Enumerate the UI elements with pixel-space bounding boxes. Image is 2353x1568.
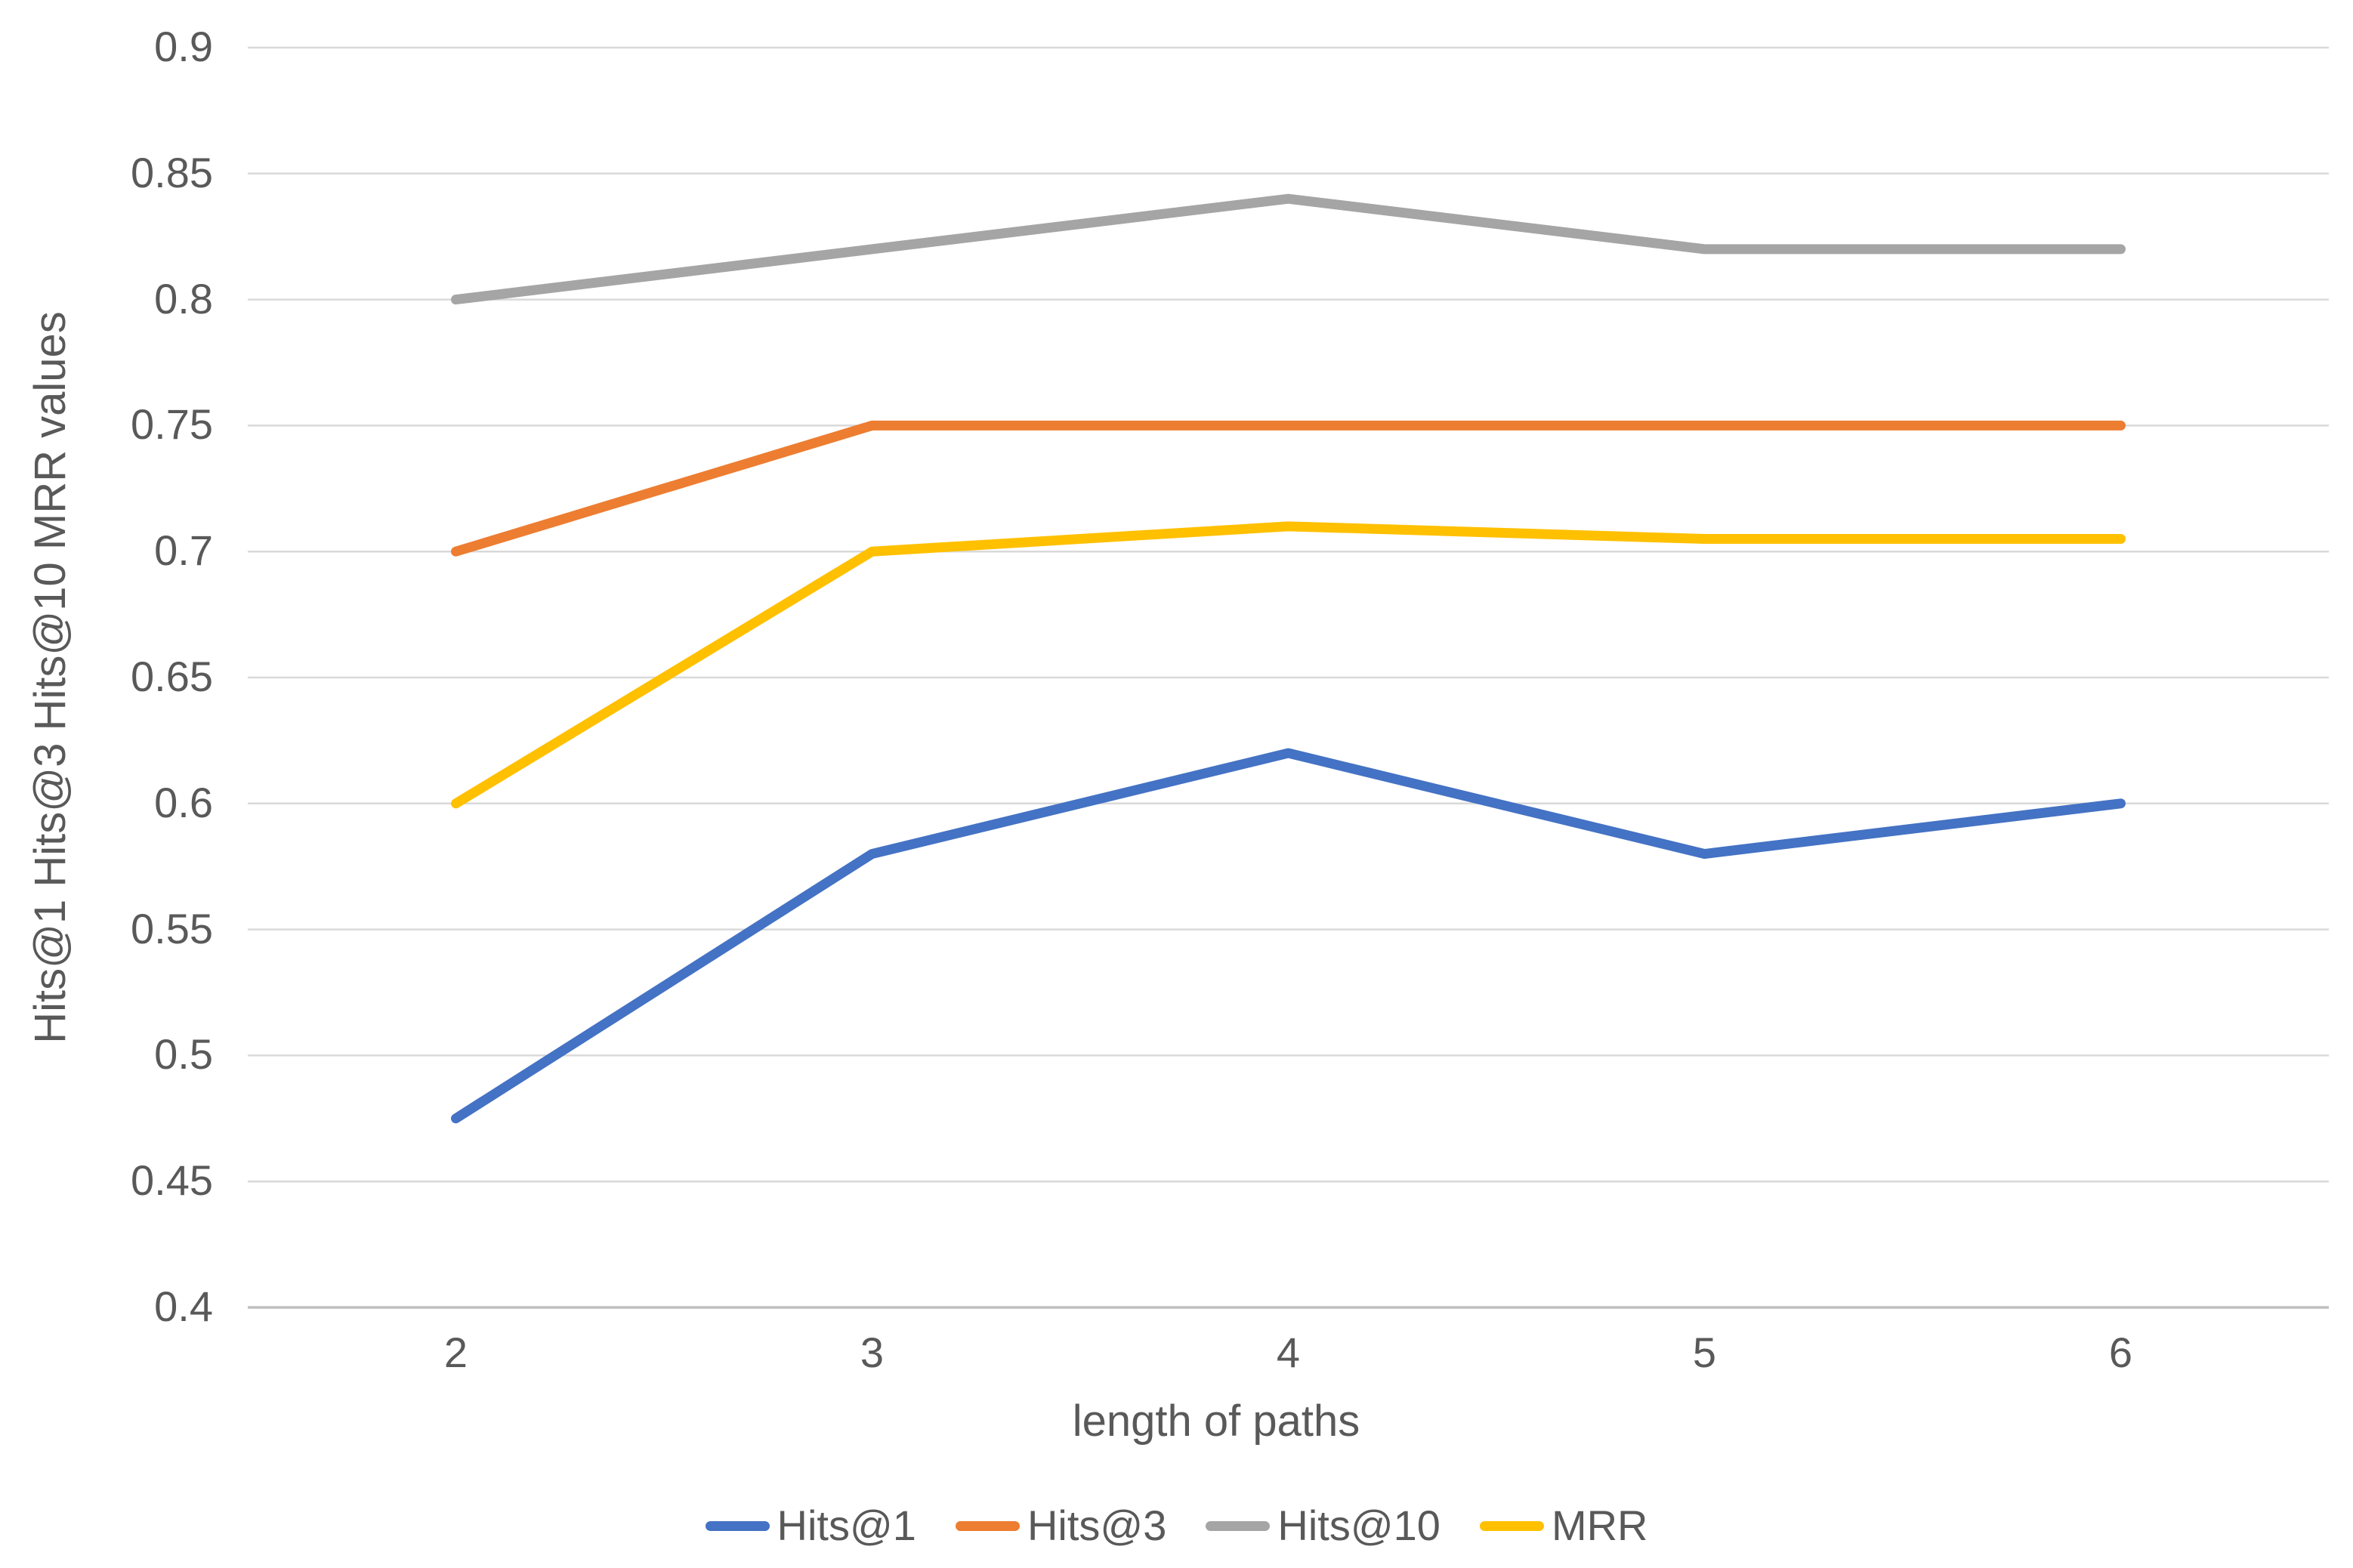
y-tick-label: 0.5 xyxy=(154,1030,213,1079)
y-tick-label: 0.9 xyxy=(154,22,213,70)
legend-label: MRR xyxy=(1551,1502,1648,1549)
x-tick-label: 5 xyxy=(1692,1329,1717,1376)
y-tick-label: 0.4 xyxy=(154,1282,213,1330)
legend-line-marker-icon xyxy=(1206,1520,1271,1531)
legend-label: Hits@10 xyxy=(1277,1502,1441,1549)
series-line-mrr xyxy=(451,521,2126,809)
y-axis-title: Hits@1 Hits@3 Hits@10 MRR values xyxy=(26,311,75,1044)
legend-item-mrr: MRR xyxy=(1479,1502,1648,1549)
series-line-hits-3 xyxy=(451,420,2126,557)
legend-item-hits-10: Hits@10 xyxy=(1206,1505,1441,1547)
legend-label: Hits@3 xyxy=(1027,1502,1167,1549)
y-tick-label: 0.45 xyxy=(131,1156,213,1205)
y-tick-label: 0.55 xyxy=(131,904,213,952)
series-line-hits-10 xyxy=(451,193,2126,305)
x-tick-label: 2 xyxy=(443,1329,468,1376)
legend-line-marker-icon xyxy=(1479,1520,1544,1531)
y-tick-label: 0.85 xyxy=(131,148,213,196)
legend-line-marker-icon xyxy=(705,1520,770,1531)
x-tick-label: 4 xyxy=(1276,1329,1301,1376)
series-line-hits-1 xyxy=(451,748,2126,1124)
y-tick-label: 0.6 xyxy=(154,778,213,826)
y-tick-label: 0.75 xyxy=(131,400,213,449)
legend-label: Hits@1 xyxy=(777,1502,916,1549)
legend-item-hits-3: Hits@3 xyxy=(955,1502,1167,1549)
legend: Hits@1 Hits@3 Hits@10 MRR xyxy=(0,1505,2353,1547)
y-tick-label: 0.65 xyxy=(131,652,213,700)
x-tick-label: 6 xyxy=(2108,1329,2133,1376)
x-tick-label: 3 xyxy=(860,1329,885,1376)
legend-line-marker-icon xyxy=(955,1520,1020,1531)
legend-item-hits-1: Hits@1 xyxy=(705,1502,916,1549)
x-axis-title: length of paths xyxy=(1072,1397,1360,1446)
y-tick-label: 0.7 xyxy=(154,526,213,575)
y-tick-label: 0.8 xyxy=(154,274,213,323)
